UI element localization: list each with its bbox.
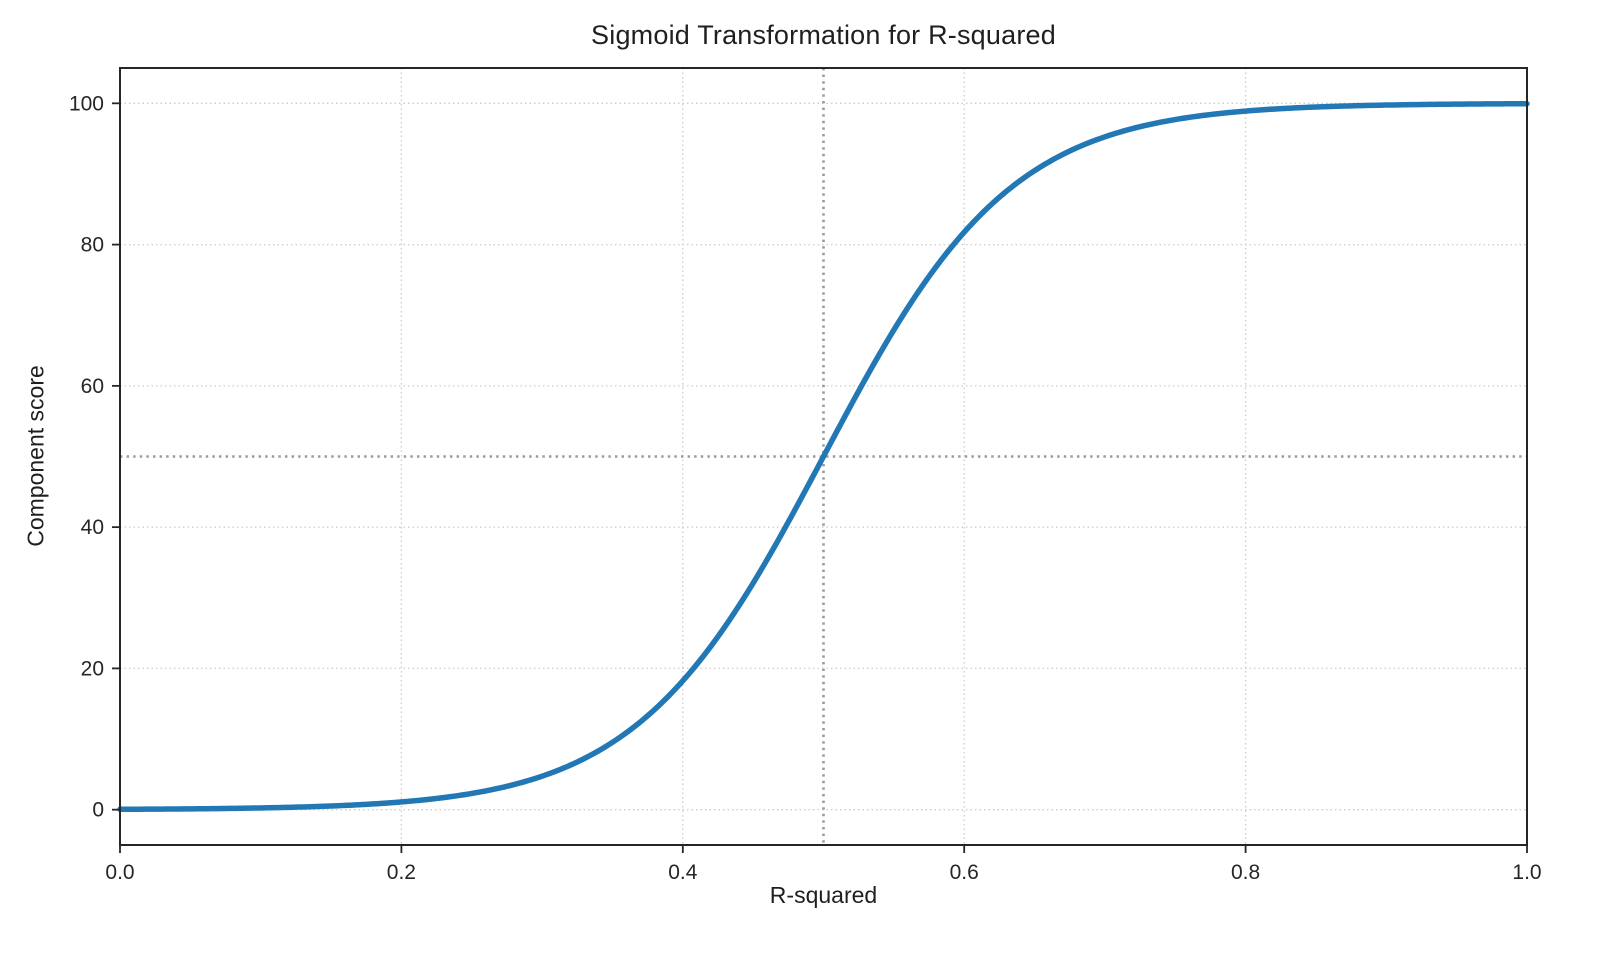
x-tick-label: 0.6	[950, 861, 979, 884]
axes-border	[119, 67, 1528, 846]
y-tick-label: 0	[92, 799, 104, 822]
x-tick-label: 0.4	[668, 861, 698, 884]
y-tick-label: 40	[81, 516, 104, 539]
x-tick-label: 0.2	[387, 861, 416, 884]
y-tick-label: 100	[69, 92, 104, 115]
y-tick-label: 60	[81, 375, 104, 398]
sigmoid-curve	[117, 100, 1530, 813]
y-tick-label: 20	[81, 657, 104, 680]
chart-title: Sigmoid Transformation for R-squared	[591, 20, 1056, 50]
x-axis-label: R-squared	[769, 882, 878, 908]
x-tick-label: 1.0	[1512, 861, 1541, 884]
y-axis-label: Component score	[22, 365, 49, 547]
x-tick-label: 0.0	[105, 861, 134, 884]
y-tick-label: 80	[81, 234, 104, 257]
x-tick-label: 0.8	[1231, 861, 1260, 884]
